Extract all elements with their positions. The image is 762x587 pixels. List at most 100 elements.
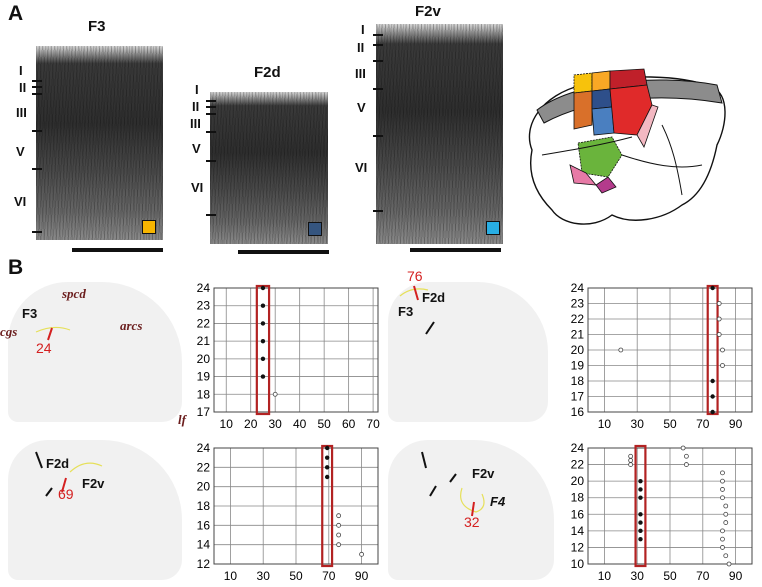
f3-layer-tick bbox=[32, 80, 42, 82]
section1-sulcus-label: arcs bbox=[120, 318, 143, 333]
open-point bbox=[720, 536, 725, 542]
panel-b-letter: B bbox=[8, 256, 24, 279]
section4-marker bbox=[421, 451, 485, 517]
open-point bbox=[720, 470, 725, 476]
f2v-layer-tick bbox=[373, 210, 383, 212]
x-tick-label: 50 bbox=[663, 417, 677, 431]
sulcus-line bbox=[541, 136, 633, 156]
y-tick-label: 14 bbox=[197, 538, 211, 552]
f3-histology-image bbox=[36, 46, 163, 240]
y-tick-label: 20 bbox=[571, 474, 585, 488]
f2v-histology-image bbox=[376, 24, 503, 244]
filled-point bbox=[638, 512, 643, 517]
highlight-box bbox=[634, 444, 647, 568]
open-point bbox=[336, 513, 342, 519]
f2v-layer-tick bbox=[373, 34, 383, 36]
y-tick-label: 24 bbox=[571, 282, 585, 295]
plot-frame bbox=[213, 287, 379, 413]
f2d-histology-image bbox=[210, 92, 328, 244]
f2v-layer-tick bbox=[373, 135, 383, 137]
sulcus-line bbox=[661, 124, 683, 196]
f2d-layer-tick bbox=[206, 214, 216, 216]
y-tick-label: 21 bbox=[571, 328, 585, 342]
filled-point bbox=[638, 478, 643, 484]
y-tick-label: 22 bbox=[197, 316, 211, 330]
section1-sulcus-label: spcd bbox=[62, 286, 86, 301]
f2d-layer-label: III bbox=[190, 116, 201, 131]
section2-marker bbox=[399, 285, 435, 335]
y-tick-label: 20 bbox=[197, 352, 211, 366]
x-tick-label: 70 bbox=[696, 417, 710, 431]
open-point bbox=[684, 453, 689, 459]
y-tick-label: 18 bbox=[571, 374, 585, 388]
y-tick-label: 12 bbox=[571, 540, 585, 554]
f2d-title: F2d bbox=[254, 64, 281, 81]
open-point bbox=[336, 532, 342, 538]
x-tick-label: 10 bbox=[598, 417, 612, 431]
open-point bbox=[680, 445, 686, 451]
f3-scale-bar bbox=[72, 248, 163, 252]
f2d-color-swatch bbox=[308, 222, 322, 236]
filled-point bbox=[260, 285, 266, 291]
f2v-title: F2v bbox=[415, 3, 441, 20]
y-tick-label: 24 bbox=[197, 442, 211, 455]
open-point bbox=[720, 545, 725, 550]
area-navy bbox=[591, 88, 613, 110]
y-tick-label: 24 bbox=[571, 442, 585, 455]
f2d-layer-label: II bbox=[192, 99, 200, 114]
panel-a-letter: A bbox=[8, 2, 24, 25]
y-tick-label: 22 bbox=[571, 458, 585, 472]
area-magenta bbox=[595, 176, 617, 194]
filled-point bbox=[710, 378, 715, 384]
filled-point bbox=[710, 409, 715, 415]
section3-area-label: F2v bbox=[82, 476, 105, 491]
scatter-chart-3: 24 22 20 18 16 14 12 10 30 50 70 90 bbox=[197, 442, 379, 583]
plot-frame bbox=[213, 447, 379, 565]
x-tick-label: 20 bbox=[244, 417, 258, 431]
f2v-scale-bar bbox=[410, 248, 501, 252]
section1-position-number: 24 bbox=[36, 340, 52, 356]
f2v-layer-label: III bbox=[355, 66, 366, 81]
plot-frame bbox=[587, 447, 753, 565]
filled-point bbox=[638, 520, 643, 525]
sulcus-line bbox=[621, 154, 703, 168]
x-tick-label: 10 bbox=[598, 569, 612, 583]
filled-point bbox=[710, 394, 715, 399]
y-tick-label: 20 bbox=[571, 343, 585, 357]
open-point bbox=[716, 301, 722, 306]
y-tick-label: 22 bbox=[571, 312, 585, 326]
y-tick-label: 20 bbox=[197, 480, 211, 494]
coronal-section-1 bbox=[8, 282, 182, 422]
area-lightyellow bbox=[591, 70, 611, 92]
open-point bbox=[628, 462, 634, 467]
open-point bbox=[272, 391, 278, 397]
section1-sulcus-label: cgs bbox=[0, 324, 18, 339]
open-point bbox=[716, 332, 722, 337]
filled-point bbox=[260, 303, 266, 308]
open-point bbox=[723, 520, 729, 525]
f2v-layer-tick bbox=[373, 60, 383, 62]
scatter-chart-4: 24 22 20 18 16 14 12 10 10 30 50 70 90 bbox=[571, 442, 753, 583]
area-blue bbox=[591, 106, 615, 136]
y-tick-label: 22 bbox=[197, 460, 211, 474]
y-tick-label: 19 bbox=[571, 359, 585, 373]
plot-frame bbox=[587, 287, 753, 413]
y-tick-label: 19 bbox=[197, 370, 211, 384]
y-tick-label: 16 bbox=[571, 507, 585, 521]
filled-point bbox=[638, 536, 643, 542]
x-tick-label: 30 bbox=[257, 569, 271, 583]
section2-area-label: F3 bbox=[398, 304, 414, 319]
open-point bbox=[720, 495, 725, 501]
x-tick-label: 50 bbox=[317, 417, 331, 431]
f2d-layer-tick bbox=[206, 113, 216, 115]
y-tick-label: 17 bbox=[571, 390, 585, 404]
f2v-layer-tick bbox=[373, 44, 383, 46]
y-tick-label: 16 bbox=[197, 518, 211, 532]
f2d-layer-label: I bbox=[195, 82, 199, 97]
y-tick-label: 23 bbox=[197, 299, 211, 313]
f2d-layer-tick bbox=[206, 160, 216, 162]
brain-lateral-schematic bbox=[528, 68, 726, 225]
f2v-layer-label: V bbox=[357, 100, 366, 115]
section4-position-number: 32 bbox=[464, 514, 480, 530]
